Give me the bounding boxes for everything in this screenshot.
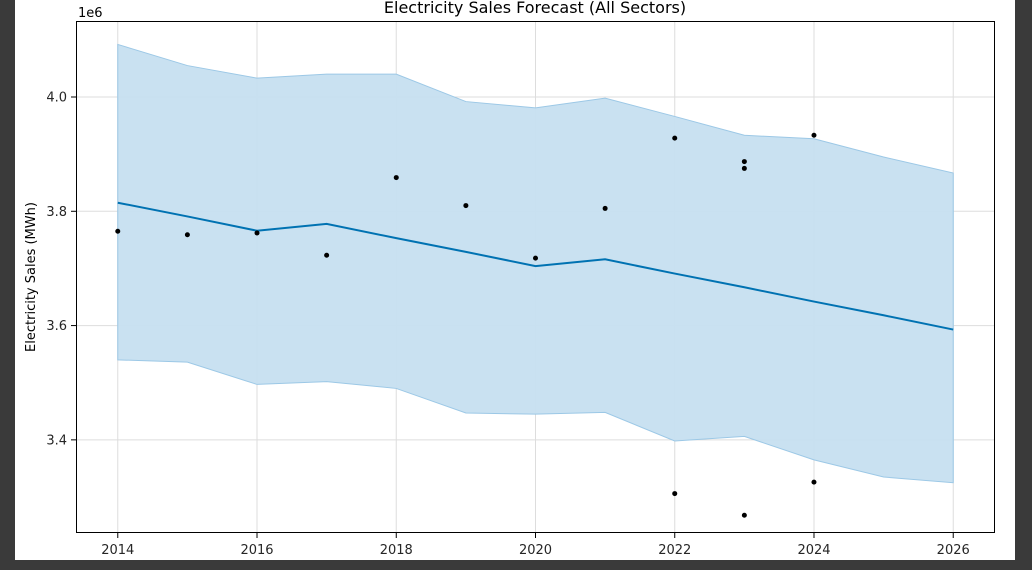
y-tick-label: 3.4 (46, 433, 67, 448)
chart-title: Electricity Sales Forecast (All Sectors) (384, 0, 686, 17)
observed-point (184, 232, 190, 238)
observed-point (741, 159, 747, 165)
y-axis-label: Electricity Sales (MWh) (24, 202, 39, 352)
uncertainty-band-group (117, 43, 954, 484)
observed-point (741, 165, 747, 171)
x-tick-label: 2024 (797, 543, 830, 558)
x-axis-ticks: 2014 2016 2018 2020 2022 2024 2026 (101, 533, 970, 558)
observed-point (811, 479, 817, 485)
observed-point (324, 252, 330, 258)
right-window-edge (1015, 0, 1032, 560)
y-axis-ticks: 3.4 3.6 3.8 4.0 (46, 91, 76, 448)
x-tick-label: 2014 (101, 543, 134, 558)
bottom-window-edge (0, 560, 1032, 570)
observed-point (463, 203, 469, 209)
y-axis-offset-label: 1e6 (78, 6, 103, 21)
y-tick-label: 4.0 (46, 91, 67, 106)
observed-point (115, 228, 121, 234)
x-tick-label: 2026 (937, 543, 970, 558)
observed-point (811, 132, 817, 138)
observed-point (741, 512, 747, 518)
y-tick-label: 3.6 (46, 319, 67, 334)
observed-points-group (115, 132, 817, 518)
observed-point (672, 491, 678, 497)
plot-area-border (76, 21, 995, 533)
y-tick-label: 3.8 (46, 205, 67, 220)
x-tick-label: 2016 (240, 543, 273, 558)
observed-point (393, 175, 399, 181)
left-window-edge (0, 0, 15, 560)
observed-point (254, 230, 260, 236)
observed-point (533, 255, 538, 261)
uncertainty-band (117, 43, 954, 484)
observed-point (672, 135, 678, 141)
x-tick-label: 2022 (658, 543, 691, 558)
x-tick-label: 2018 (380, 543, 413, 558)
observed-point (602, 205, 608, 211)
x-tick-label: 2020 (519, 543, 552, 558)
